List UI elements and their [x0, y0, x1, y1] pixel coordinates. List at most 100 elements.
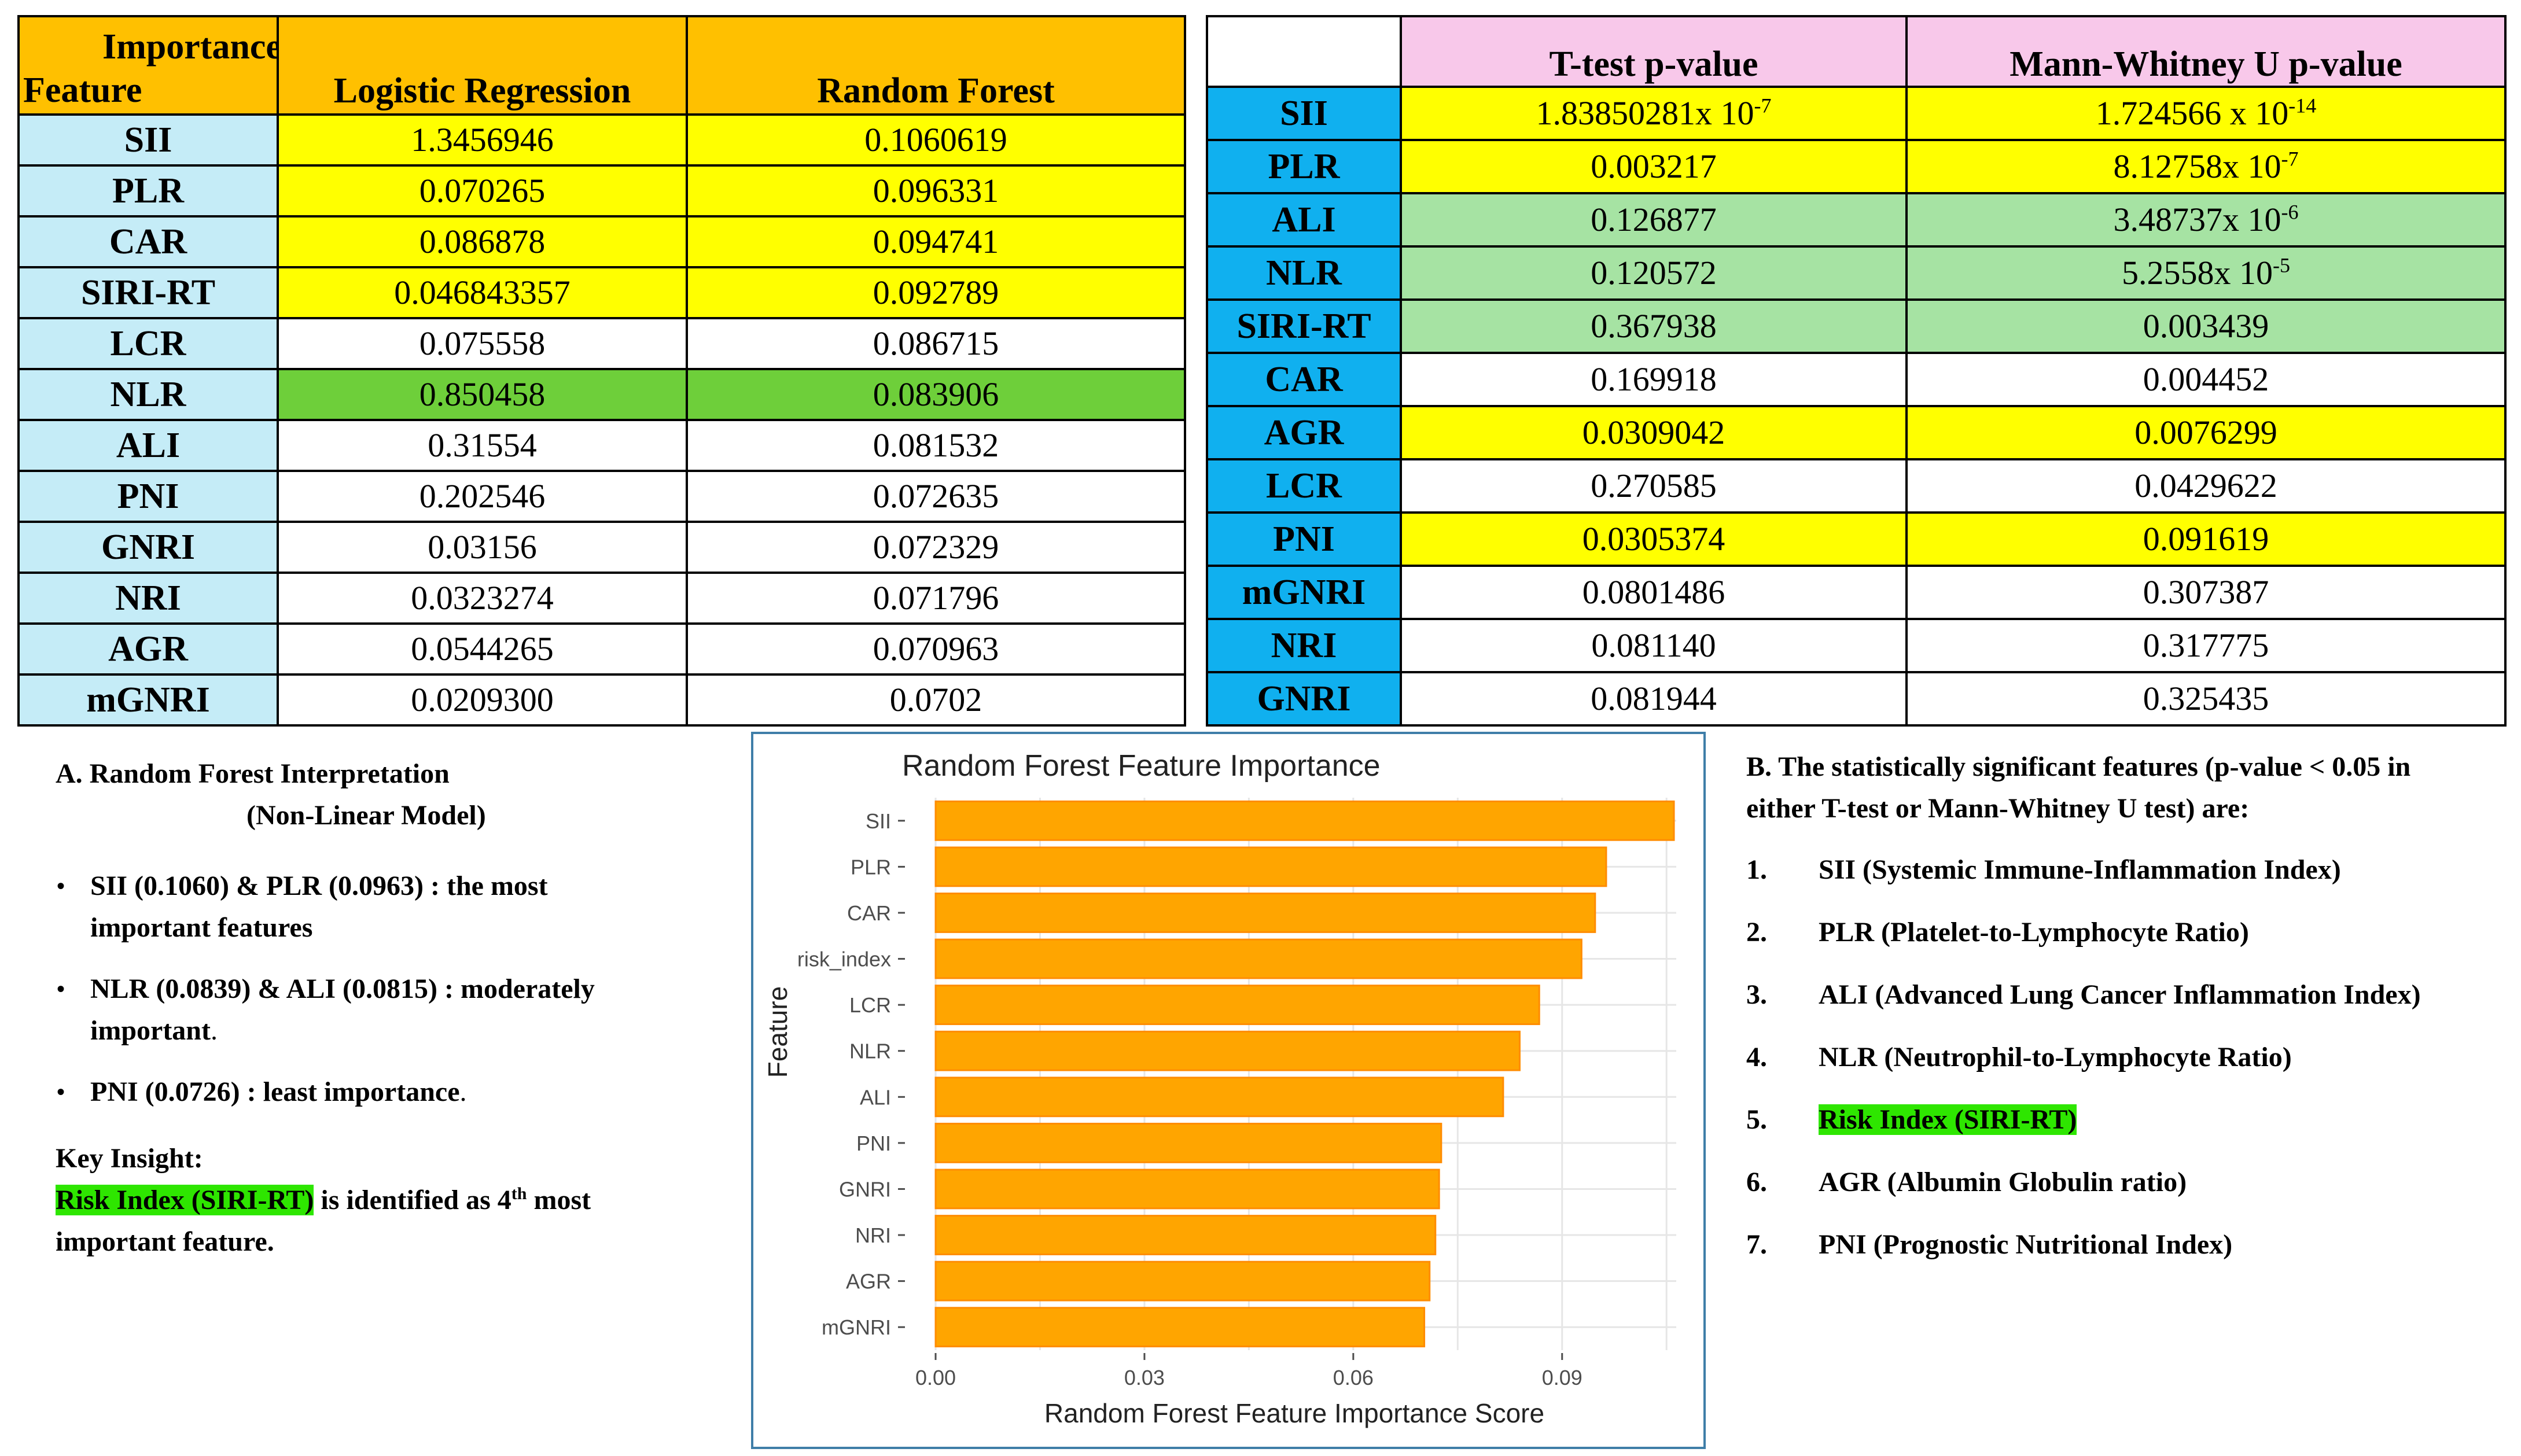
pvalue-feature-cell: mGNRI — [1206, 565, 1402, 620]
logistic-regression-header: Logistic Regression — [277, 15, 688, 116]
mannwhitney-value-cell: 5.2558x 10-5 — [1905, 245, 2507, 301]
mannwhitney-value-cell: 0.317775 — [1905, 618, 2507, 673]
pvalue-row: SIRI-RT 0.367938 0.003439 — [1206, 298, 2507, 354]
mannwhitney-value-cell-mantissa: 0.091619 — [2143, 520, 2269, 558]
importance-table: Importance Feature Logistic Regression R… — [17, 15, 1186, 727]
bar-car — [934, 893, 1596, 933]
ttest-value-cell-mantissa: 0.367938 — [1591, 307, 1717, 345]
y-tick-label: LCR — [849, 993, 891, 1017]
key-insight-line1: Risk Index (SIRI-RT) is identified as 4t… — [56, 1179, 721, 1221]
rf-value-cell: 0.083906 — [686, 368, 1186, 421]
panel-a-title: A. Random Forest Interpretation — [56, 758, 450, 789]
y-tick-label: ALI — [860, 1085, 891, 1109]
ttest-value-cell-mantissa: 0.0801486 — [1582, 573, 1725, 611]
panel-b: B. The statistically significant feature… — [1746, 746, 2510, 1287]
rf-importance-chart-svg: Random Forest Feature Importance Random … — [763, 749, 1676, 1428]
rf-value-cell: 0.0702 — [686, 673, 1186, 727]
risk-index-highlight: Risk Index (SIRI-RT) — [56, 1185, 314, 1215]
pvalue-row: mGNRI 0.0801486 0.307387 — [1206, 565, 2507, 620]
bar-sii — [934, 800, 1675, 841]
mannwhitney-value-cell: 0.0429622 — [1905, 458, 2507, 514]
mannwhitney-header: Mann-Whitney U p-value — [1905, 15, 2507, 88]
pvalue-feature-cell: PNI — [1206, 511, 1402, 567]
importance-row: NRI 0.0323274 0.071796 — [17, 572, 1186, 625]
rf-value-cell: 0.094741 — [686, 215, 1186, 268]
bullet-dot-icon: • — [57, 1079, 65, 1105]
pvalue-feature-cell: SII — [1206, 86, 1402, 141]
importance-feature-cell: NLR — [17, 368, 279, 421]
item-number: 2. — [1746, 917, 1767, 948]
ttest-header: T-test p-value — [1400, 15, 1908, 88]
importance-row: ALI 0.31554 0.081532 — [17, 419, 1186, 472]
chart-x-ticks: 0.00 0.03 0.06 0.09 — [915, 1353, 1582, 1389]
ttest-value-cell: 0.0309042 — [1400, 405, 1908, 460]
lr-value-cell: 0.0323274 — [277, 572, 688, 625]
ttest-value-cell-mantissa: 0.169918 — [1591, 360, 1717, 398]
importance-row: NLR 0.850458 0.083906 — [17, 368, 1186, 421]
feature-header-label: Feature — [23, 71, 142, 110]
ttest-value-cell: 0.126877 — [1400, 192, 1908, 248]
mannwhitney-value-cell-mantissa: 0.003439 — [2143, 307, 2269, 345]
pvalue-table-body: SII 1.83850281x 10-7 1.724566 x 10-14 PLR 0.… — [1206, 86, 2507, 727]
ttest-value-cell: 0.081944 — [1400, 671, 1908, 727]
bar-agr — [934, 1260, 1431, 1302]
mannwhitney-value-cell-exponent: -6 — [2281, 200, 2299, 224]
importance-feature-cell: AGR — [17, 622, 279, 676]
pvalue-row: GNRI 0.081944 0.325435 — [1206, 671, 2507, 727]
key-insight-text: is identified as 4 — [314, 1185, 511, 1215]
pvalue-feature-cell: NRI — [1206, 618, 1402, 673]
lr-value-cell: 0.03156 — [277, 521, 688, 574]
mannwhitney-value-cell-mantissa: 0.307387 — [2143, 573, 2269, 611]
mannwhitney-value-cell: 8.12758x 10-7 — [1905, 139, 2507, 194]
key-insight: Key Insight: Risk Index (SIRI-RT) is ide… — [56, 1138, 721, 1263]
lr-value-cell: 0.31554 — [277, 419, 688, 472]
bar-plr — [934, 846, 1607, 887]
panel-b-title-line1: B. The statistically significant feature… — [1746, 751, 2411, 782]
importance-header-label: Importance — [102, 27, 278, 67]
mannwhitney-value-cell-exponent: -7 — [2281, 147, 2299, 171]
importance-row: PLR 0.070265 0.096331 — [17, 164, 1186, 218]
bar-nlr — [934, 1030, 1521, 1071]
rf-value-cell: 0.070963 — [686, 622, 1186, 676]
lr-value-cell: 0.850458 — [277, 368, 688, 421]
y-tick-label: PLR — [851, 855, 891, 879]
ttest-value-cell: 0.169918 — [1400, 352, 1908, 407]
importance-feature-cell: mGNRI — [17, 673, 279, 727]
ttest-value-cell: 0.120572 — [1400, 245, 1908, 301]
panel-b-list: 1. SII (Systemic Immune-Inflammation Inde… — [1746, 849, 2510, 1287]
ttest-value-cell: 0.003217 — [1400, 139, 1908, 194]
panel-a-bullet-list: • SII (0.1060) & PLR (0.0963) : the most i… — [56, 865, 721, 1113]
pvalue-feature-cell: CAR — [1206, 352, 1402, 407]
item-text: SII (Systemic Immune-Inflammation Index) — [1819, 854, 2341, 885]
pvalue-row: PNI 0.0305374 0.091619 — [1206, 511, 2507, 567]
mannwhitney-value-cell-mantissa: 0.0076299 — [2134, 414, 2277, 451]
significant-feature-item: 2. PLR (Platelet-to-Lymphocyte Ratio) — [1746, 912, 2510, 974]
mannwhitney-value-cell-mantissa: 5.2558x 10 — [2122, 254, 2273, 292]
bullet-tail: . — [459, 1077, 467, 1107]
x-tick-label: 0.06 — [1333, 1366, 1374, 1389]
mannwhitney-value-cell-mantissa: 8.12758x 10 — [2113, 148, 2281, 185]
bullet-line1: NLR (0.0839) & ALI (0.0815) : moderately — [90, 974, 595, 1004]
importance-feature-cell: PNI — [17, 470, 279, 523]
importance-row: mGNRI 0.0209300 0.0702 — [17, 673, 1186, 727]
pvalue-row: AGR 0.0309042 0.0076299 — [1206, 405, 2507, 460]
ttest-value-cell-mantissa: 0.0305374 — [1582, 520, 1725, 558]
item-number: 3. — [1746, 979, 1767, 1010]
item-text: ALI (Advanced Lung Cancer Inflammation I… — [1819, 979, 2421, 1010]
item-text: PNI (Prognostic Nutritional Index) — [1819, 1229, 2233, 1260]
mannwhitney-value-cell-mantissa: 3.48737x 10 — [2113, 201, 2281, 238]
bullet-dot-icon: • — [57, 976, 65, 1002]
mannwhitney-value-cell-mantissa: 1.724566 x 10 — [2095, 94, 2289, 132]
pvalue-feature-cell: NLR — [1206, 245, 1402, 301]
ttest-value-cell: 0.270585 — [1400, 458, 1908, 514]
rf-value-cell: 0.086715 — [686, 317, 1186, 370]
panel-a: A. Random Forest Interpretation (Non-Lin… — [56, 753, 721, 1133]
bar-nri — [934, 1215, 1437, 1255]
lr-value-cell: 0.0209300 — [277, 673, 688, 727]
pvalue-feature-cell: SIRI-RT — [1206, 298, 1402, 354]
importance-row: AGR 0.0544265 0.070963 — [17, 622, 1186, 676]
item-number: 5. — [1746, 1104, 1767, 1135]
y-tick-label: mGNRI — [822, 1315, 891, 1339]
key-insight-text2: most — [527, 1185, 591, 1215]
rf-value-cell: 0.081532 — [686, 419, 1186, 472]
